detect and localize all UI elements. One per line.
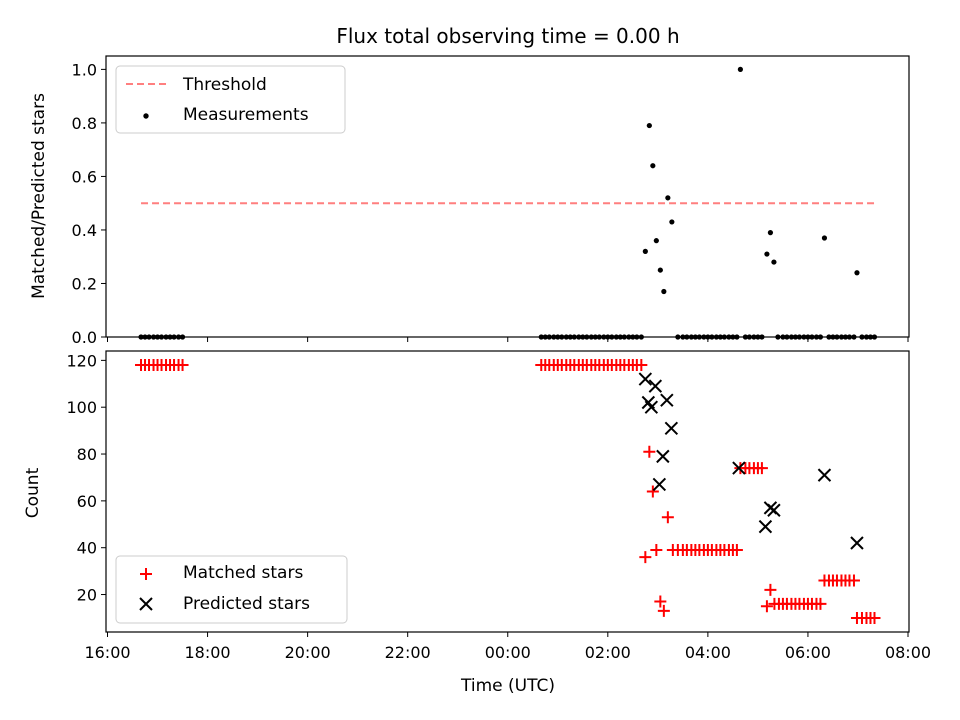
x-tick-label: 20:00 (285, 643, 331, 662)
measurement-point (771, 259, 777, 265)
top-panel: Flux total observing time = 0.00 h Match… (29, 24, 910, 347)
matched-star-point (639, 551, 652, 564)
measurement-point (661, 288, 667, 295)
predicted-star-point (652, 477, 667, 492)
measurement-point (737, 66, 743, 72)
matched-star-point (760, 600, 773, 613)
measurement-point (854, 270, 860, 276)
x-tick-label: 18:00 (185, 643, 231, 662)
top-y-tick-label: 0.6 (72, 167, 97, 186)
bottom-y-tick-label: 100 (66, 398, 97, 417)
legend-matched-swatch (140, 568, 152, 580)
x-axis-label: Time (UTC) (460, 676, 555, 696)
x-tick-label: 08:00 (885, 643, 931, 662)
top-legend: Threshold Measurements (115, 65, 346, 134)
measurement-point (764, 251, 770, 257)
measurement-point (657, 267, 663, 273)
predicted-star-point (648, 379, 663, 393)
predicted-star-point (656, 449, 670, 464)
predicted-star-points (638, 372, 864, 550)
top-axes-frame (105, 55, 910, 338)
matched-star-point (755, 462, 768, 475)
x-tick-label: 00:00 (485, 643, 531, 662)
measurement-point (653, 238, 659, 244)
predicted-star-point (817, 468, 832, 482)
matched-star-point (661, 511, 674, 524)
legend-matched-label: Matched stars (183, 563, 303, 583)
bottom-y-tick-label: 40 (77, 539, 97, 558)
x-tick-label: 22:00 (385, 643, 431, 662)
bottom-y-ticks: 20 40 60 80 100 120 (66, 351, 106, 605)
chart-title: Flux total observing time = 0.00 h (336, 24, 679, 48)
top-y-tick-label: 0.4 (72, 221, 97, 240)
bottom-ylabel: Count (23, 467, 43, 518)
bottom-y-tick-label: 120 (66, 351, 97, 370)
matched-star-point (176, 359, 189, 372)
top-y-ticks: 0.0 0.2 0.4 0.6 0.8 1.0 (72, 60, 106, 347)
legend-predicted-label: Predicted stars (183, 594, 310, 614)
matched-star-points (135, 359, 881, 624)
top-y-tick-label: 1.0 (72, 60, 97, 79)
matched-star-point (657, 604, 670, 617)
top-y-tick-label: 0.8 (72, 114, 97, 133)
matched-star-point (814, 597, 827, 610)
matched-star-point (654, 595, 667, 608)
predicted-star-point (660, 393, 674, 407)
measurement-point (669, 219, 675, 225)
predicted-star-point (664, 421, 679, 435)
predicted-star-point (732, 461, 746, 475)
matched-star-point (646, 485, 659, 498)
bottom-legend-box (115, 555, 348, 624)
matched-star-point (650, 544, 663, 557)
measurement-point (646, 122, 652, 129)
predicted-star-point (758, 519, 773, 534)
bottom-panel: Count Time (UTC) 20 40 60 80 100 120 16:00 18:… (23, 350, 931, 696)
matched-star-point (635, 359, 648, 372)
measurement-point (821, 235, 828, 241)
top-legend-box (115, 65, 346, 134)
x-tick-label: 02:00 (585, 643, 631, 662)
matched-star-point (730, 544, 743, 557)
predicted-star-point (767, 503, 781, 517)
top-ylabel: Matched/Predicted stars (29, 93, 49, 299)
legend-measurements-swatch (143, 113, 149, 119)
predicted-star-point (850, 536, 864, 550)
measurement-point (642, 248, 648, 254)
matched-star-point (847, 574, 860, 587)
bottom-x-ticks: 16:00 18:00 20:00 22:00 00:00 02:00 04:00 06:00… (84, 632, 931, 662)
bottom-axes-frame (105, 350, 910, 633)
bottom-legend: Matched stars Predicted stars (115, 555, 348, 624)
x-tick-label: 06:00 (785, 643, 831, 662)
measurement-point (767, 230, 774, 236)
bottom-y-tick-label: 60 (77, 492, 97, 511)
bottom-y-tick-label: 80 (77, 445, 97, 464)
legend-threshold-label: Threshold (182, 75, 267, 95)
matched-star-point (868, 611, 881, 624)
legend-measurements-label: Measurements (183, 105, 309, 125)
x-tick-label: 16:00 (84, 643, 130, 662)
legend-predicted-swatch (139, 597, 153, 611)
predicted-star-point (644, 400, 659, 414)
x-tick-label: 04:00 (685, 643, 731, 662)
bottom-y-tick-label: 20 (77, 586, 97, 605)
top-y-tick-label: 0.0 (72, 328, 97, 347)
measurement-point (650, 163, 656, 169)
measurement-point (665, 195, 671, 201)
predicted-star-point (638, 372, 653, 386)
matched-star-point (643, 445, 656, 458)
matched-star-point (764, 583, 777, 596)
top-y-tick-label: 0.2 (72, 274, 97, 293)
